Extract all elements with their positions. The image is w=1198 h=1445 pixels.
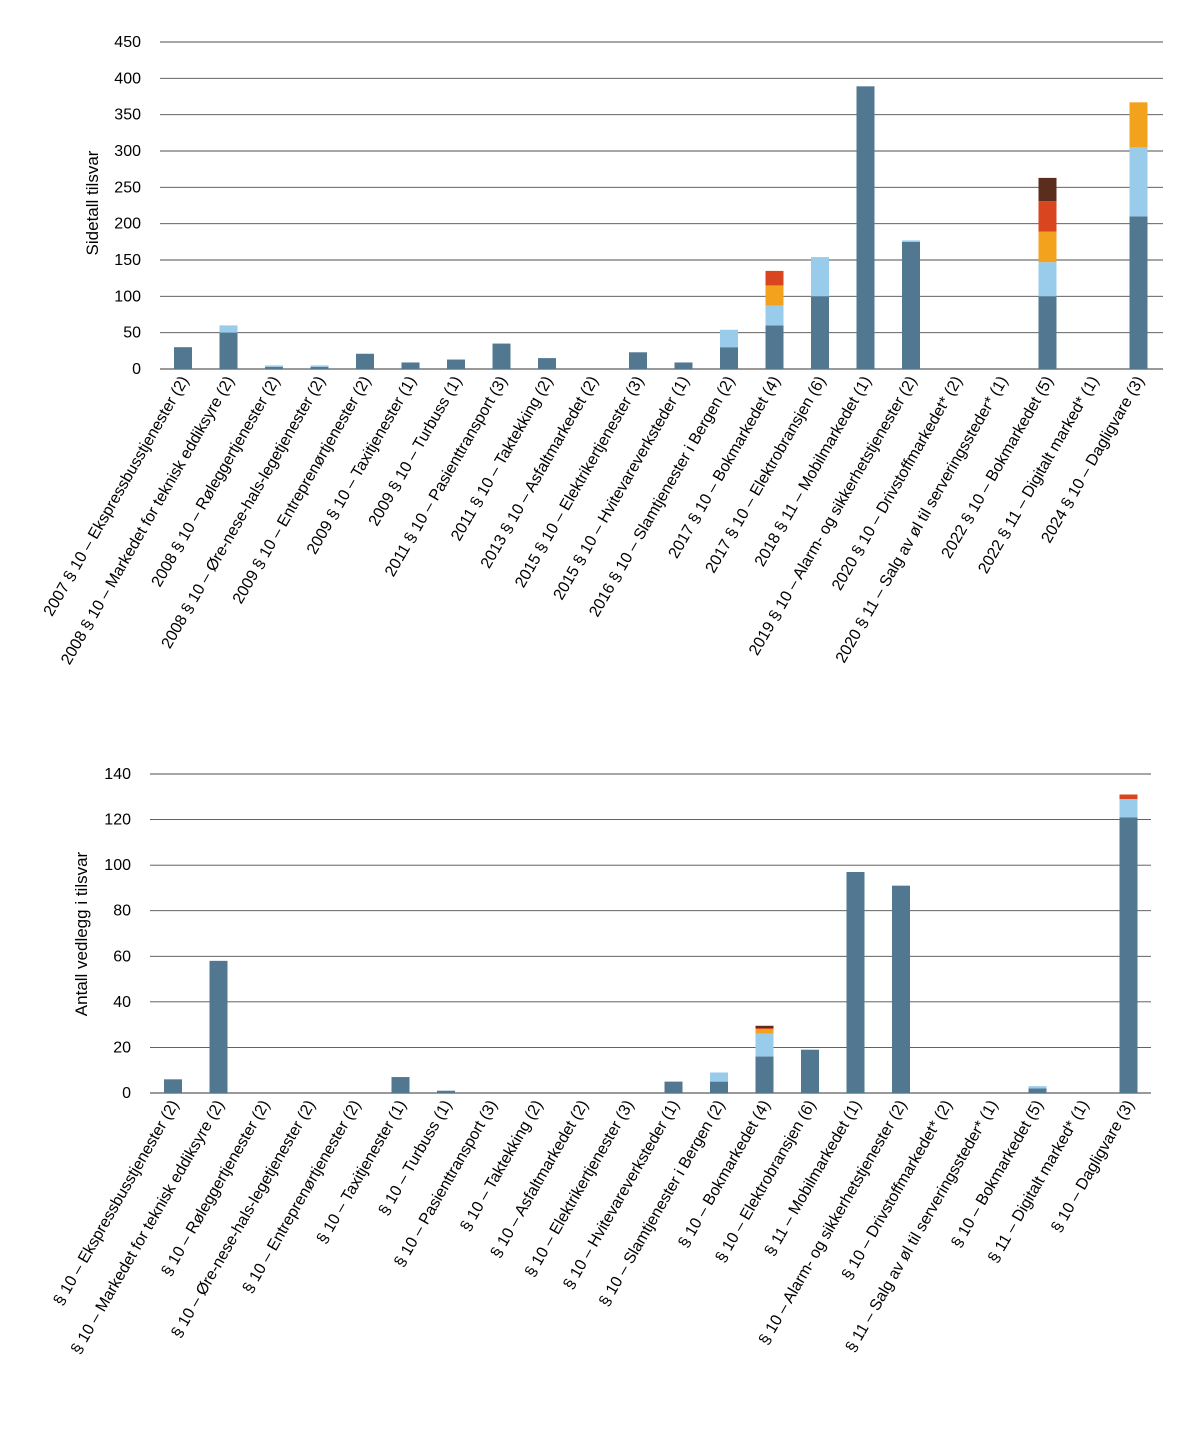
bar-segment-4 xyxy=(765,270,784,286)
bar-segment-1 xyxy=(811,296,829,369)
bar-segment-4 xyxy=(755,1028,774,1030)
bar-segment-1 xyxy=(710,1081,728,1093)
y-tick-label: 150 xyxy=(114,252,141,269)
bar-segment-1 xyxy=(1038,296,1057,369)
y-tick-label: 350 xyxy=(114,107,141,124)
bar-segment-1 xyxy=(846,871,865,1093)
chart-vedlegg: Antall vedlegg i tilsvar 0 20 40 60 80 100 120… xyxy=(51,766,1151,1357)
bar-segment-1 xyxy=(310,366,329,369)
bar-segment-5 xyxy=(1038,177,1057,202)
bar-segment-1 xyxy=(209,960,228,1093)
bar-segment-1 xyxy=(1119,817,1138,1093)
bar-segment-4 xyxy=(1119,794,1138,800)
bar-segment-1 xyxy=(401,362,420,369)
bar-segment-1 xyxy=(447,359,465,369)
y-tick-label: 20 xyxy=(113,1039,131,1056)
bar-segment-1 xyxy=(391,1077,410,1093)
bar-segment-1 xyxy=(674,362,693,369)
bar-segment-1 xyxy=(755,1056,774,1093)
bar-segment-2 xyxy=(310,365,329,367)
bar-segment-2 xyxy=(811,257,829,297)
bar-segment-3 xyxy=(1038,231,1057,263)
bar-segment-2 xyxy=(219,325,238,333)
bar-segment-1 xyxy=(492,343,511,369)
bar-segment-2 xyxy=(710,1072,728,1082)
y-tick-label: 250 xyxy=(114,179,141,196)
bar-segment-1 xyxy=(437,1090,455,1093)
bar-segment-1 xyxy=(265,366,283,369)
y-tick-label: 300 xyxy=(114,143,141,160)
bar-segment-1 xyxy=(720,347,738,369)
chart-sidetall: Sidetall tilsvar 0 50 100 150 200 250 300 350 40… xyxy=(41,34,1163,668)
y-tick-label: 0 xyxy=(122,1085,131,1102)
bar-segment-1 xyxy=(801,1049,819,1093)
bar-segment-4 xyxy=(1038,201,1057,232)
y-tick-label: 200 xyxy=(114,216,141,233)
x-category-label: 2020 § 11 – Salg av øl til serveringsste… xyxy=(833,374,1012,666)
bar-segment-2 xyxy=(1129,147,1148,217)
bar-segment-5 xyxy=(755,1025,774,1029)
x-category-label: 2019 § 10 – Alarm- og sikkerhetstjeneste… xyxy=(746,374,920,659)
bar-segment-2 xyxy=(720,329,738,348)
y-tick-label: 60 xyxy=(113,948,131,965)
x-category-label: § 10 – Bokmarkedet (5) xyxy=(949,1098,1047,1251)
bar-segment-1 xyxy=(765,325,784,369)
bar-segment-1 xyxy=(902,241,920,369)
y-tick-label: 120 xyxy=(104,812,131,829)
bar-segment-1 xyxy=(356,353,374,369)
bar-segment-1 xyxy=(538,358,556,369)
x-category-label: § 10 – Taktekking (2) xyxy=(458,1098,547,1235)
bar-segment-1 xyxy=(219,332,238,369)
y-tick-label: 100 xyxy=(114,288,141,305)
bar-segment-1 xyxy=(856,86,875,370)
bar-segment-1 xyxy=(1129,216,1148,369)
x-category-label: § 10 – Taxitjenester (1) xyxy=(314,1098,410,1247)
bar-segment-2 xyxy=(765,305,784,326)
x-category-label: § 10 – Dagligvare (3) xyxy=(1049,1098,1138,1236)
y-tick-label: 80 xyxy=(113,903,131,920)
y-tick-label: 40 xyxy=(113,994,131,1011)
bar-segment-1 xyxy=(174,347,192,369)
bar-segment-2 xyxy=(1119,799,1138,818)
y-tick-label: 400 xyxy=(114,70,141,87)
bar-segment-2 xyxy=(1028,1086,1047,1089)
bar-segment-1 xyxy=(164,1079,182,1093)
bar-segment-2 xyxy=(265,365,283,367)
bar-segment-2 xyxy=(902,240,920,242)
y-axis-label: Antall vedlegg i tilsvar xyxy=(72,851,91,1016)
x-category-label: § 10 – Bokmarkedet (4) xyxy=(676,1098,774,1251)
bar-segment-3 xyxy=(765,285,784,306)
y-tick-label: 450 xyxy=(114,34,141,51)
bar-segment-1 xyxy=(1028,1088,1047,1093)
y-tick-label: 140 xyxy=(104,766,131,783)
bar-segment-1 xyxy=(664,1081,683,1093)
y-axis-label: Sidetall tilsvar xyxy=(83,150,102,255)
bar-segment-1 xyxy=(629,352,647,369)
y-tick-label: 0 xyxy=(132,361,141,378)
bar-segment-3 xyxy=(1129,102,1148,148)
bar-segment-2 xyxy=(755,1033,774,1057)
y-tick-label: 50 xyxy=(123,325,141,342)
y-tick-label: 100 xyxy=(104,857,131,874)
x-category-label: 2008 § 10 – Markedet for teknisk eddiksy… xyxy=(58,374,238,668)
bar-segment-2 xyxy=(1038,262,1057,297)
bar-segment-1 xyxy=(892,885,910,1093)
bar-segment-3 xyxy=(755,1029,774,1034)
